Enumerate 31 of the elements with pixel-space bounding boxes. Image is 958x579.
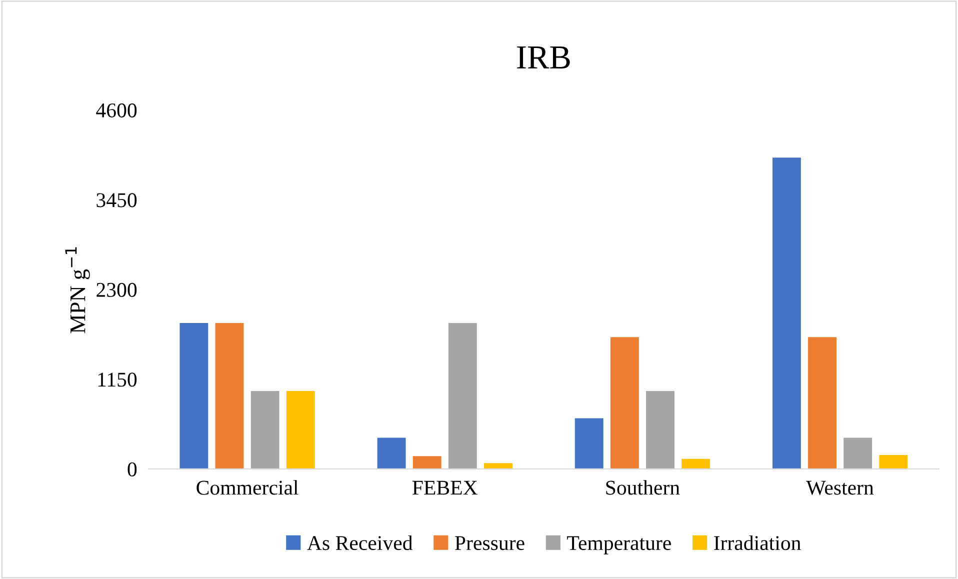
bar [250,390,280,469]
bar [879,454,908,469]
bar [844,438,872,469]
y-axis-title: MPN g$^{−1}$ [65,247,90,334]
legend-label: Temperature [567,536,671,554]
bar [448,323,477,469]
bar [484,463,512,469]
bar [646,390,674,469]
x-tick-label: Western [806,480,874,495]
x-tick-label: FEBEX [412,480,478,495]
y-tick-label: 1150 [98,372,137,387]
y-tick-label: 4600 [96,103,137,118]
bar [412,456,442,469]
bar [808,337,836,469]
bar [215,323,244,469]
legend-label: Irradiation [714,535,801,550]
bar [286,390,315,469]
bar [772,158,801,469]
x-tick-label: Southern [606,480,680,495]
bar [377,438,406,469]
y-tick-label: 3450 [96,193,137,208]
x-tick-label: Commercial [196,480,298,495]
y-tick-label: 2300 [96,282,137,297]
bar [682,458,710,469]
legend-label: As Received [307,535,413,550]
chart-title: IRB [517,46,570,68]
legend-label: Pressure [455,536,524,550]
y-tick-label: 0 [128,462,137,476]
bar [610,337,639,469]
bar [574,418,604,469]
bar [180,323,208,469]
